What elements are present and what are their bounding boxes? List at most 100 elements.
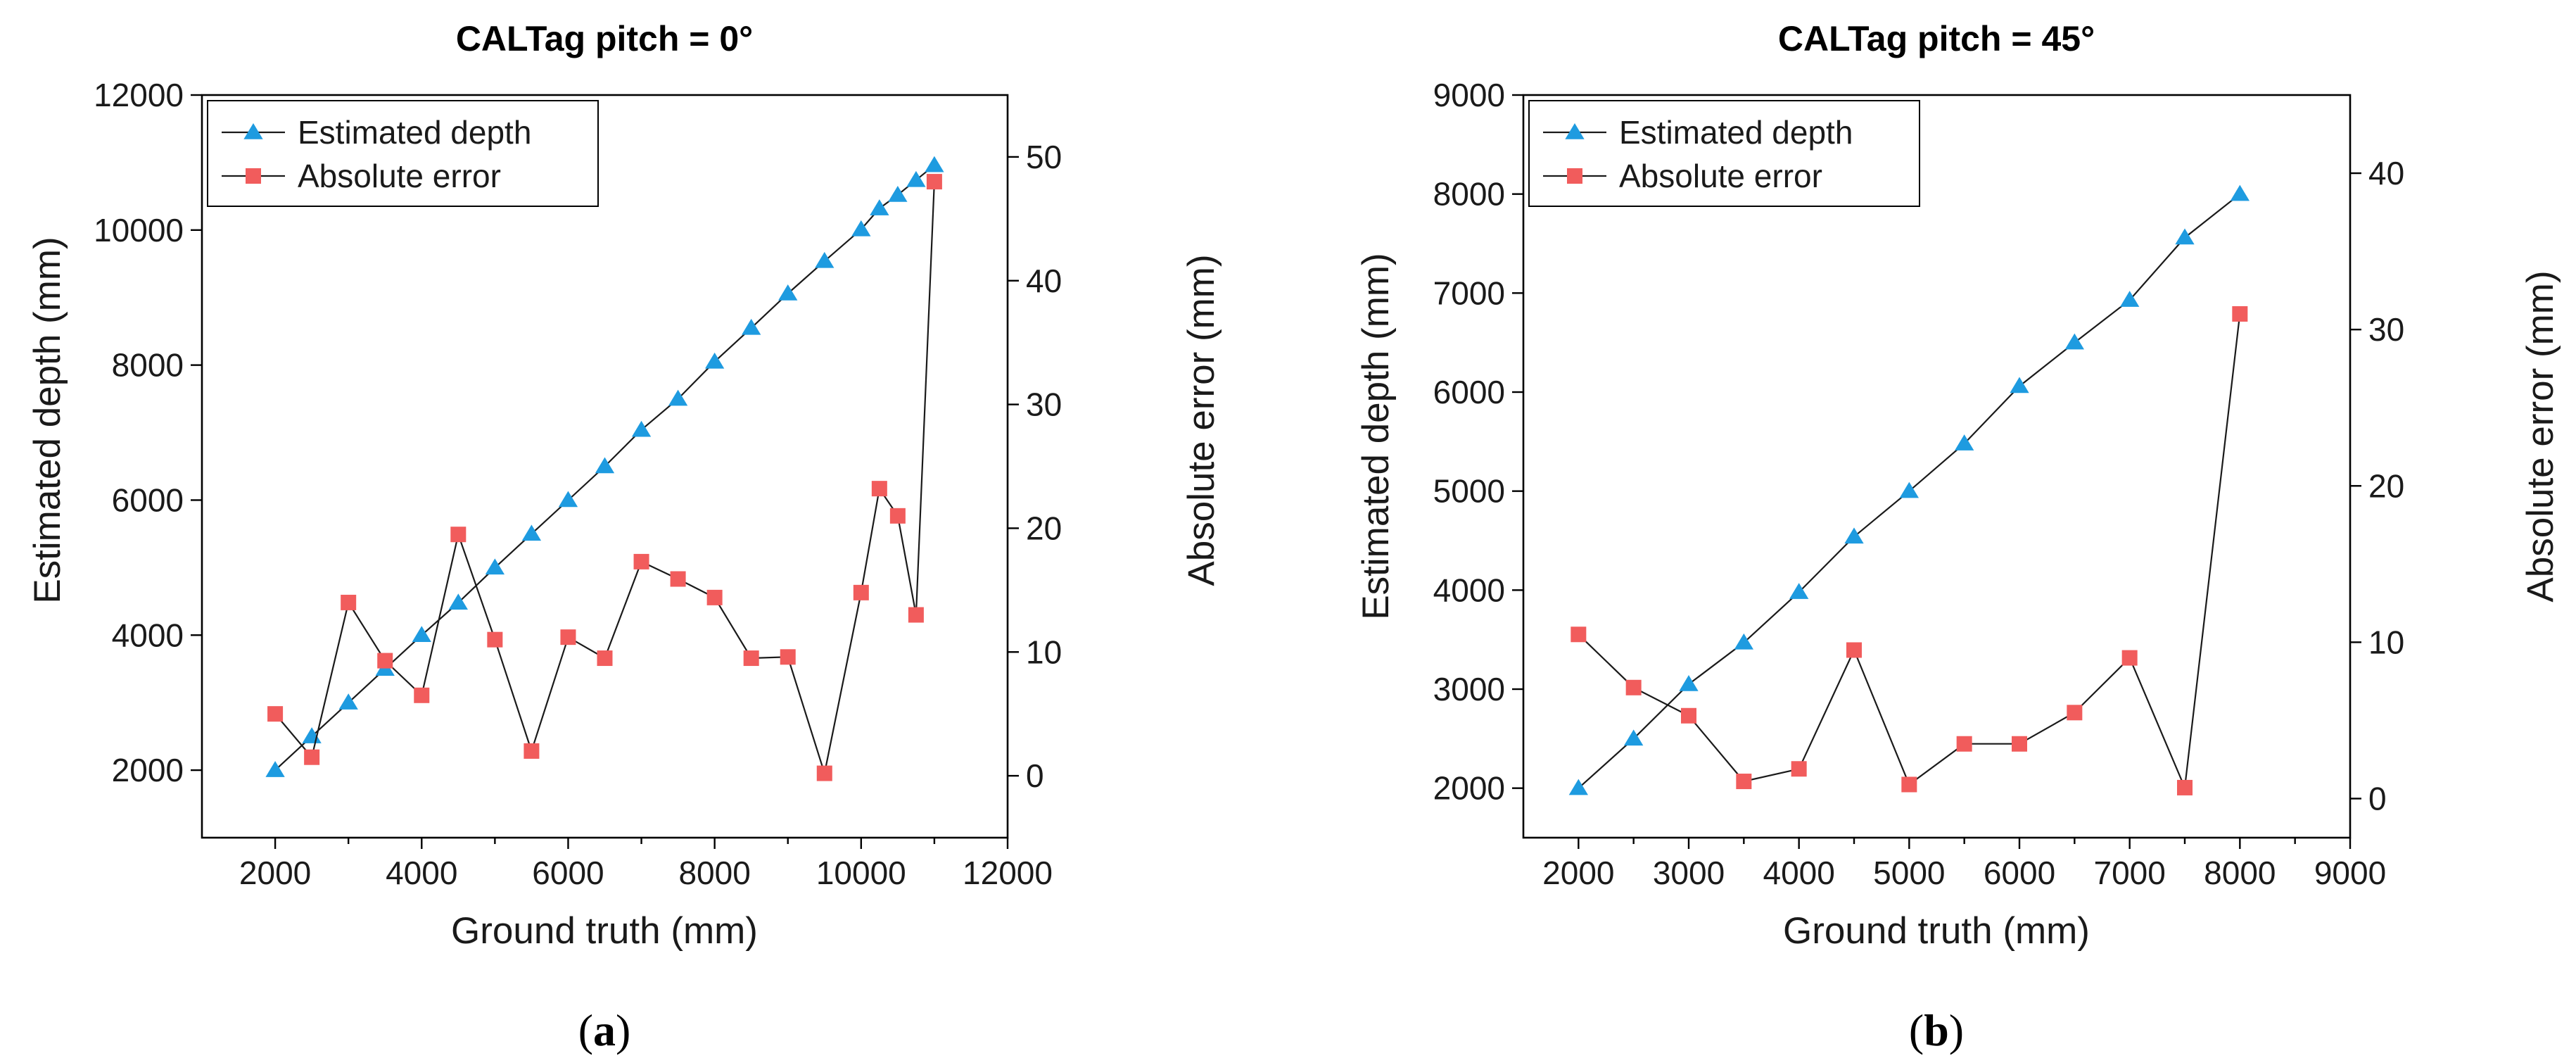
error-point-b-4 [1791, 761, 1807, 777]
y-tick-label-b-4: 6000 [1433, 374, 1505, 410]
y-tick-label-a-1: 4000 [112, 617, 184, 653]
y2-tick-label-a-3: 30 [1026, 386, 1062, 423]
depth-point-a-15 [815, 251, 835, 268]
depth-point-a-20 [925, 156, 944, 172]
depth-point-a-8 [558, 491, 578, 508]
error-line-a [274, 182, 935, 774]
depth-point-a-5 [448, 593, 468, 610]
depth-point-b-8 [2010, 377, 2029, 393]
error-point-b-7 [1956, 736, 1972, 752]
x-tick-label-a-2: 6000 [532, 855, 604, 891]
legend-b: Estimated depth Absolute error [1528, 100, 1920, 207]
error-point-b-5 [1846, 642, 1862, 658]
depth-point-b-1 [1624, 729, 1644, 746]
depth-point-a-12 [704, 352, 725, 369]
depth-point-b-3 [1734, 633, 1753, 650]
error-point-a-12 [706, 589, 723, 605]
error-point-a-9 [597, 650, 613, 667]
error-point-b-12 [2232, 306, 2248, 322]
legend-box-b [1528, 100, 1920, 207]
error-point-b-8 [2012, 736, 2027, 752]
depth-point-a-16 [851, 220, 871, 237]
depth-point-b-9 [2064, 333, 2084, 350]
depth-point-a-19 [906, 170, 926, 187]
error-point-b-3 [1736, 774, 1752, 790]
y-tick-label-a-5: 12000 [94, 77, 184, 113]
y2-tick-label-b-1: 10 [2368, 624, 2404, 660]
error-point-a-0 [267, 706, 284, 722]
y2-tick-label-b-4: 40 [2368, 155, 2404, 191]
svg-text:Absolute error (mm): Absolute error (mm) [2520, 270, 2561, 602]
error-point-b-1 [1625, 679, 1642, 695]
depth-point-b-12 [2230, 184, 2250, 201]
y2-tick-label-a-4: 40 [1026, 263, 1062, 299]
error-point-a-13 [743, 650, 759, 667]
error-point-a-17 [871, 481, 887, 497]
x-tick-label-b-3: 5000 [1873, 855, 1945, 891]
x-tick-label-b-7: 9000 [2314, 855, 2386, 891]
error-point-a-7 [524, 743, 540, 759]
chart-title-a: CALTag pitch = 0° [456, 19, 753, 58]
depth-point-a-18 [888, 185, 908, 202]
error-point-a-1 [304, 749, 320, 765]
svg-text:Ground truth (mm): Ground truth (mm) [1783, 910, 2090, 952]
depth-point-b-4 [1789, 583, 1809, 599]
error-point-a-10 [633, 553, 649, 569]
y2-tick-label-a-2: 20 [1026, 510, 1062, 546]
x-tick-label-a-5: 12000 [963, 855, 1053, 891]
legend-a: Estimated depth Absolute error [207, 100, 599, 207]
depth-point-b-6 [1899, 481, 1919, 498]
error-point-b-10 [2121, 650, 2138, 666]
x-tick-label-b-1: 3000 [1653, 855, 1725, 891]
error-line-b [1578, 313, 2241, 791]
error-point-a-11 [670, 571, 686, 587]
chart-title-b: CALTag pitch = 45° [1778, 19, 2095, 58]
caption-b: (b) [1909, 1005, 1964, 1055]
x-axis-title-a: Ground truth (mm) [451, 910, 758, 952]
x-tick-label-a-3: 8000 [678, 855, 750, 891]
x-axis-title-b: Ground truth (mm) [1783, 910, 2090, 952]
depth-point-a-2 [338, 693, 358, 710]
x-tick-label-b-2: 4000 [1763, 855, 1834, 891]
error-point-a-14 [780, 649, 796, 665]
y2-tick-label-a-5: 50 [1026, 139, 1062, 175]
svg-text:Estimated depth (mm): Estimated depth (mm) [1355, 253, 1397, 619]
error-point-b-11 [2177, 779, 2193, 795]
y-tick-label-a-2: 6000 [112, 481, 184, 518]
depth-point-a-7 [521, 524, 542, 541]
x-tick-label-a-1: 4000 [386, 855, 457, 891]
legend-label-error-b: Absolute error [1619, 158, 1822, 194]
error-point-a-19 [908, 607, 924, 623]
error-point-a-6 [487, 631, 503, 648]
error-point-a-4 [414, 687, 430, 703]
y-tick-label-b-2: 4000 [1433, 572, 1505, 608]
depth-point-a-14 [778, 284, 798, 301]
y-tick-label-b-5: 7000 [1433, 275, 1505, 311]
x-tick-label-b-4: 6000 [1984, 855, 2055, 891]
x-tick-label-b-6: 8000 [2204, 855, 2276, 891]
y-tick-label-a-3: 8000 [112, 347, 184, 384]
error-point-a-16 [853, 584, 869, 600]
error-point-a-20 [926, 174, 942, 190]
y2-axis-title-a: Absolute error (mm) [1181, 254, 1222, 586]
svg-text:Absolute error (mm): Absolute error (mm) [1181, 254, 1222, 586]
caption-a: (a) [578, 1005, 631, 1055]
legend-label-depth-a: Estimated depth [298, 114, 531, 151]
y-axis-title-a: Estimated depth (mm) [27, 237, 68, 603]
y2-axis-title-b: Absolute error (mm) [2520, 270, 2561, 602]
depth-point-a-13 [742, 318, 761, 335]
legend-marker-error-b [1567, 168, 1582, 184]
svg-text:Ground truth (mm): Ground truth (mm) [451, 910, 758, 952]
depth-point-a-17 [870, 199, 889, 215]
depth-point-b-11 [2175, 228, 2195, 245]
y-tick-label-b-7: 9000 [1433, 77, 1505, 113]
depth-point-a-9 [595, 457, 615, 474]
y2-tick-label-b-3: 30 [2368, 311, 2404, 348]
depth-point-b-7 [1955, 434, 1974, 451]
x-tick-label-a-4: 10000 [816, 855, 906, 891]
error-point-a-2 [341, 594, 357, 610]
error-point-b-6 [1901, 776, 1917, 793]
y-tick-label-b-3: 5000 [1433, 473, 1505, 510]
error-point-b-2 [1681, 707, 1696, 724]
